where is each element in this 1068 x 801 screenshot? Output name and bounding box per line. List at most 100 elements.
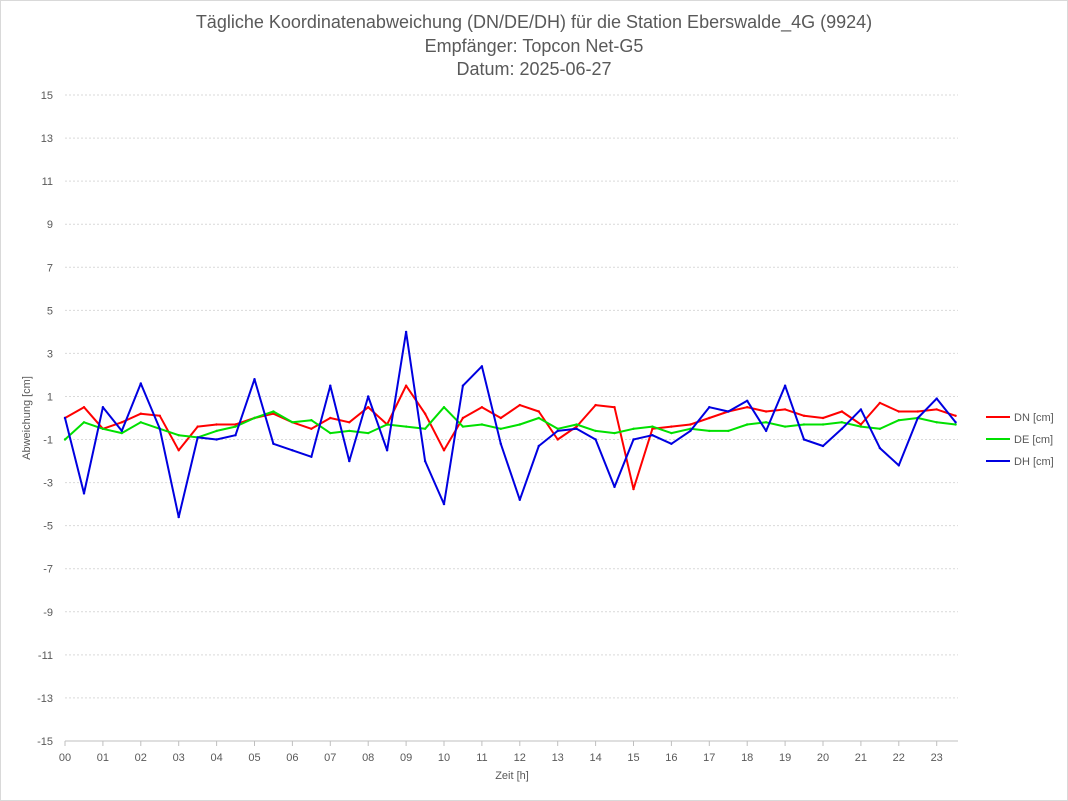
data-point xyxy=(196,425,199,428)
data-point xyxy=(234,425,237,428)
data-point xyxy=(651,425,654,428)
legend-label: DH [cm] xyxy=(1014,456,1054,468)
x-tick-label: 10 xyxy=(438,752,450,764)
data-point xyxy=(935,408,938,411)
data-point xyxy=(461,384,465,387)
x-axis-title: Zeit [h] xyxy=(495,770,529,782)
data-point xyxy=(689,429,692,433)
data-point xyxy=(783,384,787,387)
data-point xyxy=(442,502,446,506)
data-point xyxy=(329,416,332,420)
data-point xyxy=(63,416,67,420)
data-point xyxy=(689,423,692,426)
x-tick-label: 00 xyxy=(59,752,71,764)
data-point xyxy=(291,421,294,424)
y-tick-label: -3 xyxy=(43,478,53,490)
data-point xyxy=(954,423,957,426)
data-point xyxy=(423,459,427,463)
data-point xyxy=(859,425,863,428)
y-tick-label: -1 xyxy=(43,435,53,447)
series-line-0 xyxy=(64,384,956,491)
data-point xyxy=(594,403,597,407)
data-point xyxy=(594,438,597,441)
data-point xyxy=(897,464,900,467)
chart-title: Tägliche Koordinatenabweichung (DN/DE/DH… xyxy=(195,12,873,32)
data-point xyxy=(215,438,218,441)
data-point xyxy=(82,421,86,424)
y-tick-label: -5 xyxy=(43,521,53,533)
data-point xyxy=(954,421,957,424)
data-point xyxy=(670,442,673,445)
data-point xyxy=(802,423,806,426)
data-point xyxy=(575,425,578,428)
data-point xyxy=(139,412,142,415)
data-point xyxy=(859,408,863,411)
data-point xyxy=(821,423,825,426)
data-point xyxy=(878,427,882,430)
x-tick-label: 11 xyxy=(476,752,487,764)
y-tick-label: -11 xyxy=(38,650,53,662)
data-point xyxy=(329,384,332,387)
data-point xyxy=(461,416,465,420)
data-point xyxy=(746,406,749,409)
data-point xyxy=(404,330,408,334)
data-point xyxy=(594,429,597,433)
data-point xyxy=(935,421,938,424)
y-tick-label: 15 xyxy=(41,90,53,102)
data-point xyxy=(196,436,199,439)
y-tick-label: -9 xyxy=(43,607,53,619)
y-axis-title: Abweichung [cm] xyxy=(21,376,33,460)
data-point xyxy=(935,397,938,400)
data-point xyxy=(177,449,180,452)
data-point xyxy=(802,438,806,441)
data-point xyxy=(480,406,484,409)
data-point xyxy=(708,429,711,433)
x-tick-label: 04 xyxy=(210,752,222,764)
data-point xyxy=(783,425,787,428)
y-tick-label: 9 xyxy=(47,219,53,231)
data-point xyxy=(177,434,180,437)
x-tick-label: 03 xyxy=(173,752,185,764)
data-point xyxy=(329,431,332,435)
data-point xyxy=(613,431,616,435)
y-tick-label: 11 xyxy=(42,176,53,188)
chart-subtitle: Empfänger: Topcon Net-G5 xyxy=(424,36,644,56)
data-point xyxy=(651,427,654,430)
x-tick-label: 07 xyxy=(324,752,336,764)
legend: DN [cm] DE [cm] DH [cm] xyxy=(986,412,1054,468)
data-point xyxy=(859,423,863,426)
data-point xyxy=(385,423,389,426)
x-tick-label: 18 xyxy=(741,752,753,764)
data-point xyxy=(802,414,806,417)
data-point xyxy=(120,431,124,435)
data-point xyxy=(404,384,408,387)
data-point xyxy=(764,410,768,413)
x-tick-label: 06 xyxy=(286,752,298,764)
x-tick-label: 01 xyxy=(97,752,109,764)
data-point xyxy=(632,438,635,441)
data-point xyxy=(385,449,389,452)
data-point xyxy=(253,378,256,381)
data-point xyxy=(423,412,427,415)
data-point xyxy=(234,434,237,437)
data-point xyxy=(253,416,256,420)
data-point xyxy=(139,382,142,385)
data-point xyxy=(272,442,275,445)
data-point xyxy=(348,429,351,433)
x-tick-label: 14 xyxy=(589,752,601,764)
data-point xyxy=(518,498,521,501)
x-tick-label: 20 xyxy=(817,752,829,764)
x-tick-label: 13 xyxy=(552,752,564,764)
y-tick-label: 1 xyxy=(47,391,53,403)
data-point xyxy=(442,406,446,409)
y-tick-label: -7 xyxy=(43,564,53,576)
x-tick-label: 09 xyxy=(400,752,412,764)
data-point xyxy=(840,410,844,413)
series-line-1 xyxy=(64,406,956,441)
data-point xyxy=(499,427,502,430)
data-point xyxy=(575,427,578,430)
data-point xyxy=(272,412,275,415)
data-point xyxy=(310,455,313,458)
data-point xyxy=(954,414,957,417)
